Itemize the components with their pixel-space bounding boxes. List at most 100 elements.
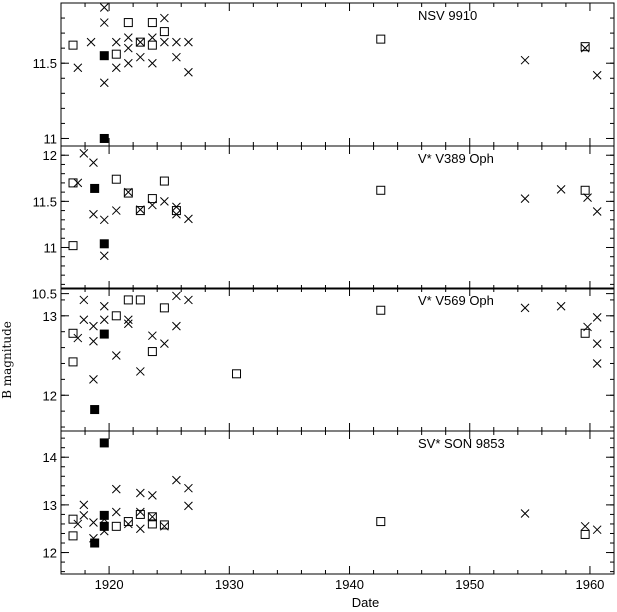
data-point-cross (99, 251, 109, 261)
data-point-open-square (68, 357, 78, 367)
data-point-open-square (147, 512, 157, 522)
data-point-cross (172, 37, 181, 47)
data-point-cross (86, 37, 96, 47)
data-point-cross (135, 52, 145, 62)
data-point-open-square (147, 519, 157, 529)
data-point-open-square (376, 305, 386, 315)
y-tick-label: 11.5 (33, 194, 57, 209)
data-point-cross (160, 13, 169, 23)
data-point-cross (111, 206, 121, 215)
data-point-cross (135, 488, 145, 498)
panel-frame (60, 145, 615, 290)
data-point-filled-square (90, 405, 100, 415)
data-point-cross (111, 37, 121, 47)
data-point-open-square (580, 42, 590, 52)
panel-frame (60, 287, 615, 432)
data-point-cross (580, 521, 590, 531)
panel-frame (60, 430, 615, 575)
data-point-cross (172, 321, 181, 331)
data-point-cross (592, 525, 602, 535)
data-point-open-square (111, 49, 121, 59)
data-point-cross (79, 315, 89, 325)
data-point-cross (89, 209, 98, 219)
data-point-cross (592, 359, 602, 368)
data-point-open-square (147, 18, 157, 28)
data-point-open-square (123, 295, 133, 305)
data-point-cross (160, 339, 169, 348)
data-point-cross (520, 303, 530, 313)
panel-label: V* V569 Oph (418, 293, 494, 308)
data-point-open-square (135, 206, 145, 216)
x-tick-label: 1940 (335, 577, 364, 592)
data-point-cross (123, 33, 133, 42)
data-point-open-square (123, 188, 133, 198)
data-point-cross (79, 500, 89, 510)
data-point-cross (592, 339, 602, 348)
data-point-open-square (159, 520, 169, 530)
data-point-filled-square (99, 438, 109, 448)
y-tick-label: 13 (43, 309, 57, 324)
data-point-cross (172, 52, 181, 62)
data-point-cross (99, 3, 109, 12)
data-point-cross (184, 37, 193, 47)
data-point-cross (556, 185, 566, 194)
data-point-cross (99, 301, 109, 311)
data-point-filled-square (90, 183, 100, 193)
data-point-cross (99, 18, 109, 27)
data-point-cross (79, 295, 89, 305)
data-point-cross (99, 215, 109, 225)
panel-frame (60, 2, 615, 147)
data-point-open-square (68, 514, 78, 524)
data-point-cross (123, 519, 133, 529)
data-point-open-square (376, 517, 386, 527)
data-point-open-square (171, 206, 181, 216)
panel-label: SV* SON 9853 (418, 436, 505, 451)
data-point-cross (148, 58, 157, 68)
data-point-open-square (580, 529, 590, 539)
data-point-cross (520, 194, 530, 203)
data-point-filled-square (99, 329, 109, 339)
data-point-cross (135, 367, 145, 376)
data-point-cross (148, 490, 157, 500)
panel-label: V* V389 Oph (418, 151, 494, 166)
data-point-open-square (580, 328, 590, 338)
data-point-open-square (68, 328, 78, 338)
data-point-cross (592, 313, 602, 322)
data-point-open-square (147, 347, 157, 357)
y-tick-label: 14 (43, 450, 57, 465)
data-point-cross (123, 58, 133, 68)
data-point-cross (73, 178, 83, 188)
data-point-cross (99, 315, 109, 325)
data-point-open-square (376, 34, 386, 44)
data-point-filled-square (90, 538, 100, 548)
data-point-cross (111, 351, 121, 360)
data-point-open-square (123, 18, 133, 28)
data-point-cross (184, 501, 193, 511)
y-tick-label: 13 (43, 498, 57, 513)
data-point-cross (148, 331, 157, 341)
data-point-cross (172, 475, 181, 485)
data-point-cross (89, 336, 98, 346)
x-tick-label: 1930 (215, 577, 244, 592)
data-point-cross (160, 197, 169, 206)
y-tick-label: 11 (44, 131, 58, 146)
data-point-cross (184, 67, 193, 77)
data-point-open-square (111, 174, 121, 184)
y-axis-title: B magnitude (0, 321, 14, 399)
data-point-cross (123, 43, 133, 53)
data-point-cross (73, 63, 83, 73)
panel-label: NSV 9910 (418, 8, 477, 23)
data-point-open-square (147, 194, 157, 204)
data-point-cross (160, 37, 169, 47)
data-point-cross (89, 158, 98, 167)
data-point-open-square (135, 37, 145, 47)
data-point-cross (73, 519, 83, 529)
data-point-open-square (376, 185, 386, 195)
data-point-cross (135, 507, 145, 517)
data-point-cross (148, 33, 157, 42)
data-point-open-square (159, 27, 169, 37)
data-point-cross (79, 511, 89, 520)
data-point-cross (592, 207, 602, 216)
data-point-cross (592, 70, 602, 80)
data-point-cross (73, 333, 83, 343)
